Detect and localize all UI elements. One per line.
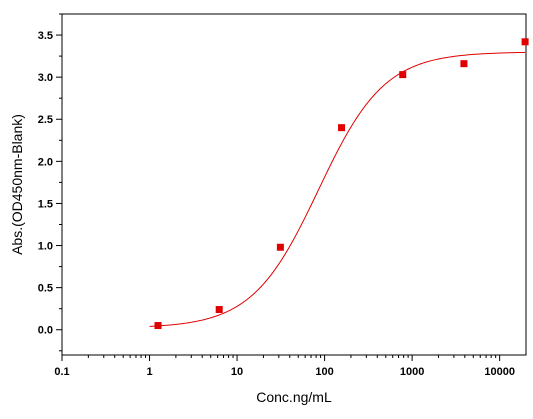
- x-axis-ticks: 0.1 1 10 100 1000 10000: [54, 355, 515, 378]
- data-point: [338, 124, 346, 132]
- y-axis-ticks: 0.0 0.5 1.0 1.5 2.0 2.5 3.0 3.5: [38, 13, 62, 352]
- y-tick-label: 1.5: [38, 198, 53, 210]
- y-axis-title: Abs.(OD450nm-Blank): [9, 114, 25, 255]
- x-tick-label: 1000: [400, 366, 424, 378]
- data-point: [276, 243, 284, 251]
- x-tick-label: 100: [315, 366, 333, 378]
- y-tick-label: 3.0: [38, 72, 53, 84]
- x-tick-label: 10000: [484, 366, 515, 378]
- y-tick-label: 0.5: [38, 283, 53, 295]
- plot-frame: [61, 13, 527, 356]
- data-points: [154, 38, 529, 330]
- x-tick-label: 0.1: [54, 366, 69, 378]
- y-tick-label: 1.0: [38, 241, 53, 253]
- x-tick-label: 10: [231, 366, 243, 378]
- y-tick-label: 3.5: [38, 30, 53, 42]
- axes: [61, 13, 527, 356]
- data-point: [460, 60, 468, 68]
- y-tick-label: 2.0: [38, 156, 53, 168]
- x-tick-label: 1: [146, 366, 152, 378]
- y-tick-label: 2.5: [38, 114, 53, 126]
- data-point: [215, 306, 223, 314]
- data-point: [154, 322, 162, 330]
- fit-curve: [149, 51, 526, 327]
- y-tick-label: 0.0: [38, 325, 53, 337]
- x-axis-title: Conc.ng/mL: [256, 389, 332, 405]
- data-point: [521, 38, 529, 46]
- data-point: [399, 71, 407, 79]
